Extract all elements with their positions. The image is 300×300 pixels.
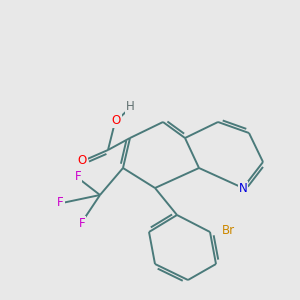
Text: F: F	[75, 170, 81, 183]
Text: N: N	[238, 182, 247, 194]
Text: H: H	[126, 100, 134, 113]
Text: F: F	[79, 217, 85, 230]
Text: Br: Br	[221, 224, 235, 236]
Text: O: O	[112, 114, 121, 127]
Text: F: F	[57, 196, 64, 209]
Text: O: O	[77, 154, 87, 166]
